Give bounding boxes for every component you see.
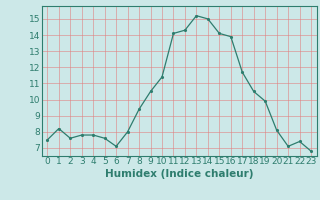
X-axis label: Humidex (Indice chaleur): Humidex (Indice chaleur) [105, 169, 253, 179]
